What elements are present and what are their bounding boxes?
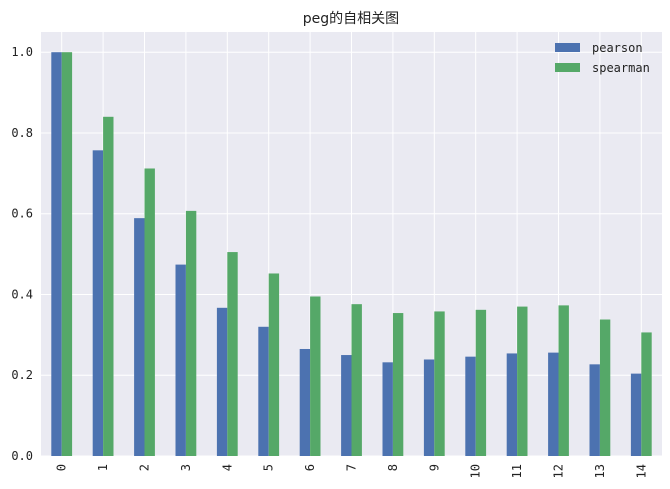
- y-tick-labels: 0.0 0.2 0.4 0.6 0.8 1.0: [11, 45, 33, 463]
- y-tick-label: 0.8: [11, 126, 33, 140]
- bar-pearson: [506, 353, 518, 456]
- x-tick-label: 6: [303, 464, 317, 471]
- bar-spearman: [185, 210, 197, 456]
- bar-spearman: [517, 306, 528, 456]
- x-tick-label: 4: [220, 464, 234, 471]
- bar-pearson: [299, 348, 311, 456]
- bar-pearson: [630, 373, 642, 456]
- legend-label-spearman: spearman: [592, 61, 650, 75]
- legend-swatch-pearson: [555, 43, 580, 52]
- bar-spearman: [392, 313, 404, 456]
- bar-spearman: [61, 52, 73, 456]
- bar-spearman: [641, 332, 652, 456]
- x-tick-label: 7: [345, 464, 359, 471]
- x-tick-label: 3: [179, 464, 193, 471]
- bar-spearman: [475, 309, 487, 456]
- bar-pearson: [92, 150, 104, 456]
- y-tick-label: 0.2: [11, 368, 33, 382]
- bar-pearson: [382, 362, 393, 456]
- y-tick-label: 0.0: [11, 449, 33, 463]
- x-tick-label: 14: [634, 464, 648, 478]
- x-tick-label: 11: [510, 464, 524, 478]
- x-tick-label: 1: [96, 464, 110, 471]
- bar-pearson: [216, 307, 228, 456]
- bar-spearman: [599, 319, 611, 456]
- bar-pearson: [465, 356, 476, 456]
- bar-spearman: [434, 311, 445, 456]
- bar-spearman: [144, 168, 155, 457]
- bar-spearman: [310, 296, 321, 456]
- y-tick-label: 0.4: [11, 287, 33, 301]
- bar-spearman: [268, 273, 280, 456]
- bar-spearman: [558, 305, 569, 456]
- bar-spearman: [227, 252, 238, 456]
- x-tick-label: 10: [469, 464, 483, 478]
- bars: [51, 52, 652, 457]
- legend-label-pearson: pearson: [592, 41, 643, 55]
- bar-pearson: [423, 359, 435, 456]
- x-tick-label: 5: [262, 464, 276, 471]
- y-tick-label: 1.0: [11, 45, 33, 59]
- x-tick-label: 8: [386, 464, 400, 471]
- legend: pearson spearman: [555, 41, 650, 75]
- x-tick-label: 13: [593, 464, 607, 478]
- bar-pearson: [589, 364, 600, 456]
- bar-pearson: [258, 326, 269, 456]
- bar-pearson: [341, 355, 352, 456]
- bar-pearson: [548, 352, 559, 456]
- x-tick-labels: 0 1 2 3 4 5 6 7 8 9 10 11 12 13 14: [55, 464, 649, 478]
- chart-title: peg的自相关图: [303, 11, 399, 27]
- x-tick-label: 9: [427, 464, 441, 471]
- x-tick-label: 0: [55, 464, 69, 471]
- bar-spearman: [351, 304, 362, 456]
- x-tick-label: 2: [138, 464, 152, 471]
- legend-swatch-spearman: [555, 63, 580, 72]
- x-tick-label: 12: [552, 464, 566, 478]
- y-tick-label: 0.6: [11, 207, 33, 221]
- bar-pearson: [175, 264, 186, 456]
- bar-pearson: [51, 52, 62, 456]
- bar-pearson: [134, 218, 145, 456]
- bar-spearman: [103, 116, 114, 457]
